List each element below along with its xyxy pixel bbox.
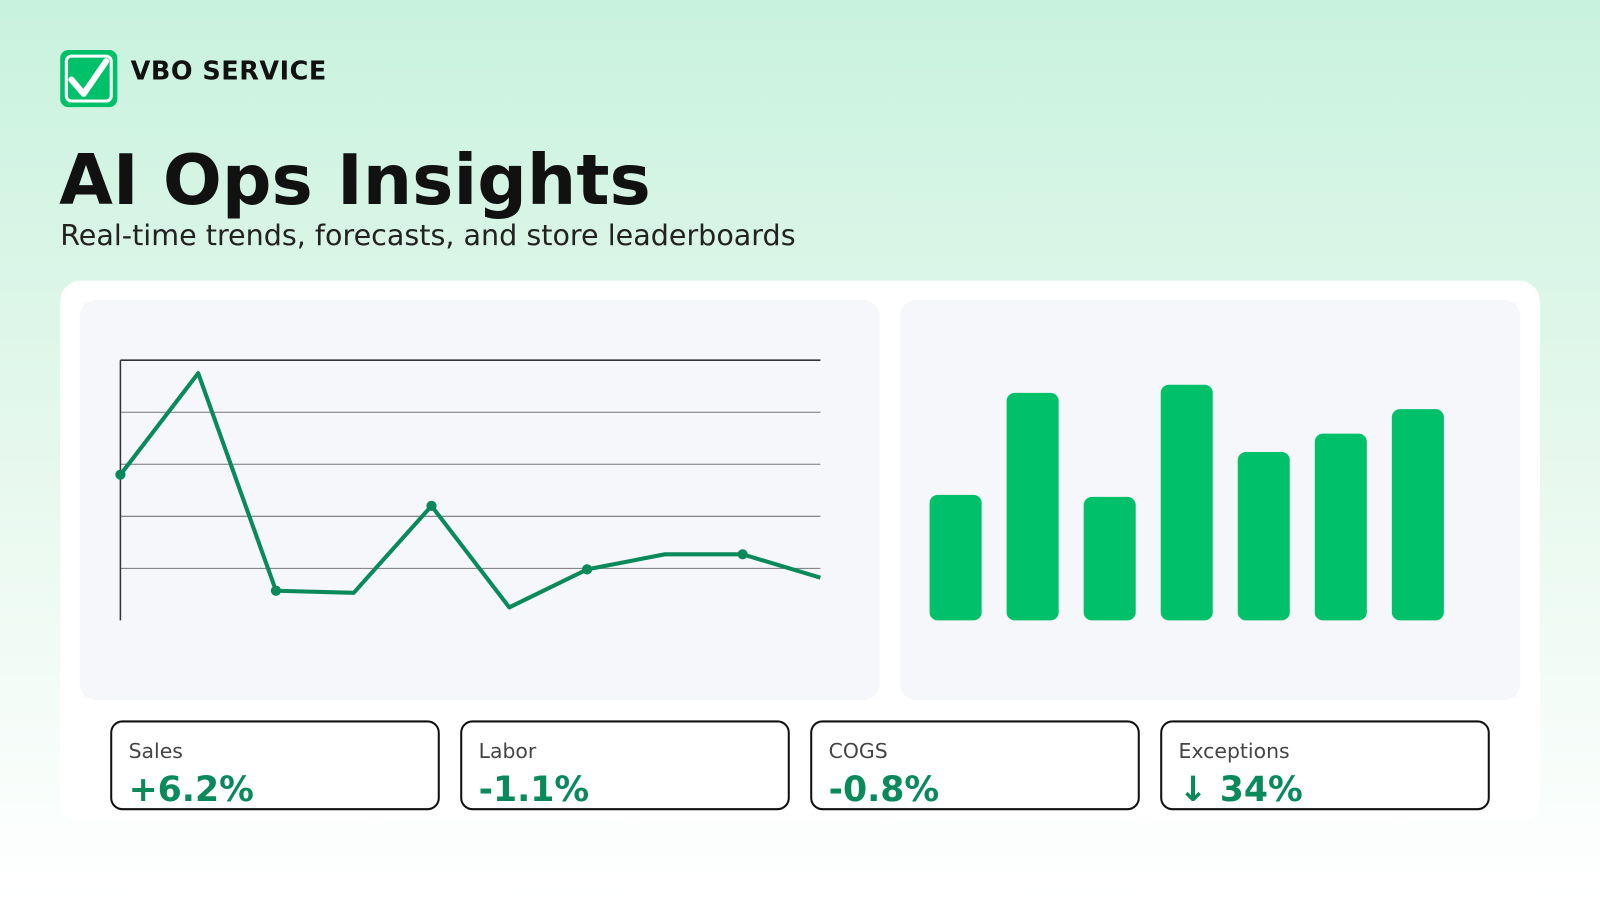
- bar: [1391, 409, 1444, 621]
- kpi-label: Sales: [128, 738, 183, 764]
- marker: [581, 564, 593, 575]
- kpi-card: Exceptions ↓ 34%: [1160, 720, 1490, 811]
- kpi-value: -0.8%: [828, 769, 940, 811]
- brand: VBO SERVICE: [130, 56, 327, 86]
- bar: [1160, 384, 1213, 621]
- line-panel: [79, 299, 880, 700]
- bar: [1083, 496, 1136, 621]
- kpi-card: Labor -1.1%: [460, 720, 790, 811]
- marker: [115, 469, 126, 480]
- kpi-card: Sales +6.2%: [110, 720, 440, 811]
- kpi-value: ↓ 34%: [1178, 769, 1303, 811]
- marker: [737, 549, 748, 560]
- title: AI Ops Insights: [59, 140, 651, 222]
- kpi-card: COGS -0.8%: [810, 720, 1140, 811]
- bar: [929, 494, 982, 621]
- kpi-value: -1.1%: [478, 769, 590, 811]
- logo-box: [64, 54, 113, 103]
- kpi-value: +6.2%: [128, 769, 254, 811]
- logo-check: [68, 58, 110, 97]
- kpi-label: Labor: [478, 738, 537, 764]
- marker: [270, 585, 282, 596]
- kpi-label: COGS: [828, 738, 888, 764]
- marker: [426, 500, 437, 512]
- bar: [1314, 433, 1367, 621]
- subtitle: Real-time trends, forecasts, and store l…: [60, 218, 796, 253]
- kpi-label: Exceptions: [1178, 738, 1290, 764]
- line: [118, 371, 821, 610]
- bar: [1237, 452, 1290, 621]
- bar: [1006, 392, 1059, 621]
